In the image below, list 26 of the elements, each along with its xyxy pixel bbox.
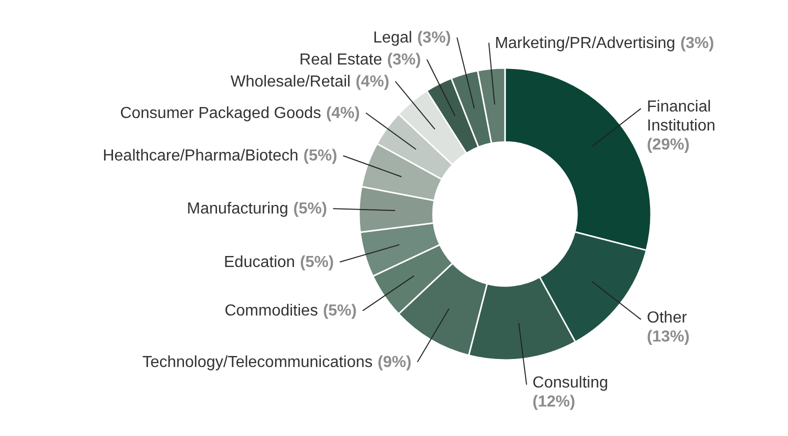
slice-label: Education <box>224 254 296 271</box>
data-label: (4%) <box>356 73 390 90</box>
slice-label: Technology/Telecommunications <box>142 354 373 372</box>
slice-label: Consumer Packaged Goods <box>120 104 322 122</box>
slice-label: Other <box>646 309 688 326</box>
slice-label: Manufacturing <box>186 200 288 218</box>
slice-label: Real Estate <box>299 51 382 68</box>
data-label: (3%) <box>387 51 421 68</box>
slice-label: Healthcare/Pharma/Biotech <box>102 148 298 165</box>
slice-label: Financial Institution <box>646 98 716 135</box>
data-label: (12%) <box>532 394 576 411</box>
slice-label: Legal <box>373 29 412 46</box>
data-label: (5%) <box>303 148 338 165</box>
slice-label: Consulting <box>532 374 608 392</box>
slice-label: Commodities <box>224 302 318 320</box>
data-label: (5%) <box>293 200 328 218</box>
slice-label: Wholesale/Retail <box>230 73 351 90</box>
data-label: (3%) <box>417 29 452 46</box>
slice-label: Marketing/PR/Advertising <box>494 34 676 52</box>
data-label: (29%) <box>646 136 690 154</box>
data-label: (3%) <box>680 34 714 52</box>
data-label: (5%) <box>322 302 357 320</box>
data-label: (13%) <box>646 328 690 346</box>
data-label: (5%) <box>300 254 334 271</box>
data-label: (9%) <box>378 354 412 372</box>
data-label: (4%) <box>326 104 360 122</box>
